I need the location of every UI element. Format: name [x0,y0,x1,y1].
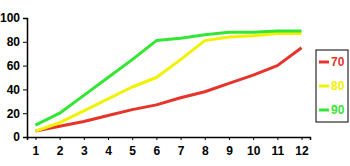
legend-frame [316,50,348,122]
x-tick: 8 [202,137,209,158]
y-axis: 0 20 40 60 80 100 [0,11,28,144]
y-tick: 0 [13,130,27,144]
x-tick: 9 [226,137,233,158]
series-line [35,33,301,131]
x-tick: 1 [33,137,40,158]
x-tick: 11 [272,137,285,158]
x-tick-label: 10 [247,144,261,158]
y-tick: 60 [7,59,27,73]
y-tick: 80 [7,35,27,49]
x-tick-mark [35,137,36,140]
x-tick-label: 3 [81,144,88,158]
legend-swatch [319,109,329,112]
legend-label: 80 [331,79,345,93]
x-tick: 3 [81,137,88,158]
x-tick-mark [205,137,206,140]
legend-swatch [319,85,329,88]
y-tick-label: 60 [7,59,21,73]
x-tick-mark [132,137,133,140]
x-tick: 7 [178,137,185,158]
x-axis-line [28,138,311,141]
x-tick: 5 [129,137,136,158]
y-tick-label: 20 [7,107,21,121]
x-tick-label: 11 [272,144,285,158]
x-tick-mark [181,137,182,140]
x-tick-mark [302,137,303,140]
y-tick-mark [23,137,27,138]
y-tick-mark [23,89,27,90]
y-tick: 20 [7,107,27,121]
x-tick-label: 12 [295,144,309,158]
x-tick-mark [156,137,157,140]
y-tick: 40 [7,83,27,97]
legend: 70 80 90 [316,50,348,122]
x-tick-label: 4 [105,144,112,158]
x-tick-label: 8 [202,144,209,158]
x-tick-label: 7 [178,144,185,158]
x-tick: 12 [295,137,309,158]
x-tick-mark [253,137,254,140]
x-axis: 123456789101112 [28,137,311,158]
x-tick: 2 [57,137,64,158]
y-axis-line [23,19,28,138]
x-tick: 6 [154,137,161,158]
y-tick-mark [23,66,27,67]
x-tick-label: 1 [33,144,40,158]
legend-label: 70 [331,55,345,69]
y-tick-label: 100 [0,11,20,25]
series-line [35,31,301,125]
y-tick-mark [23,18,27,19]
x-tick-mark [229,137,230,140]
lines [35,31,301,131]
x-tick-label: 2 [57,144,64,158]
y-tick-label: 80 [7,35,21,49]
x-tick: 4 [105,137,112,158]
y-tick: 100 [0,11,27,25]
x-tick-mark [60,137,61,140]
x-tick-mark [84,137,85,140]
legend-label: 90 [331,103,345,117]
x-tick: 10 [247,137,261,158]
y-tick-label: 40 [7,83,21,97]
legend-swatch [319,61,329,64]
y-tick-mark [23,113,27,114]
y-tick-label: 0 [13,130,20,144]
chart: 020406080100123456789101112708090 [0,0,350,166]
x-tick-mark [277,137,278,140]
x-tick-mark [108,137,109,140]
x-tick-label: 6 [154,144,161,158]
x-tick-label: 9 [226,144,233,158]
series-line [35,48,301,131]
x-tick-label: 5 [129,144,136,158]
y-tick-mark [23,42,27,43]
